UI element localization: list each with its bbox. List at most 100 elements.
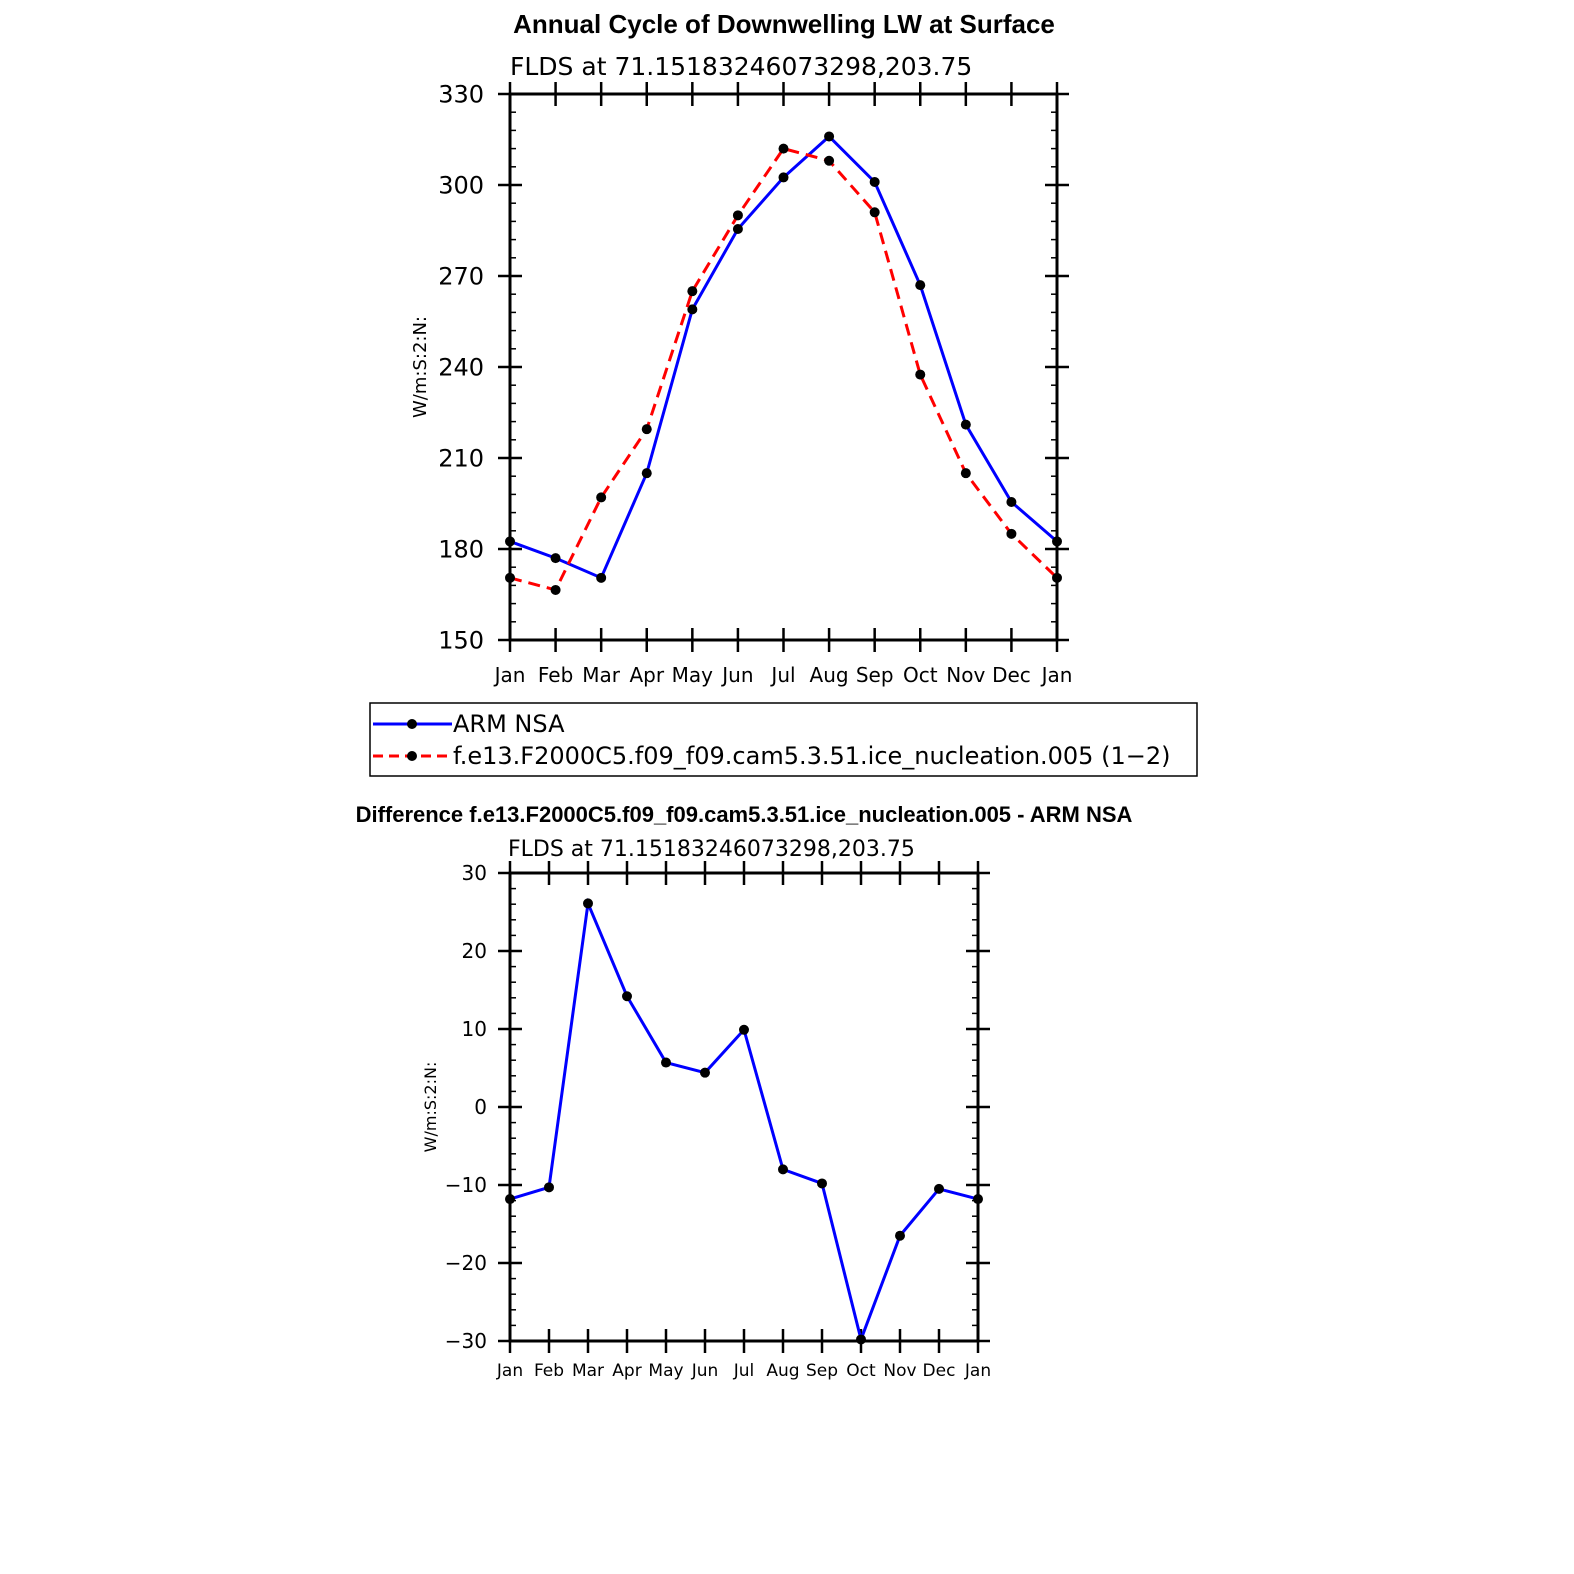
x-tick-label: Aug xyxy=(766,1361,799,1381)
x-tick-label: Nov xyxy=(946,663,985,687)
x-tick-label: Jul xyxy=(733,1361,755,1381)
series-0-point xyxy=(1052,536,1062,547)
x-tick-label: Sep xyxy=(806,1361,838,1381)
series-0-point xyxy=(856,1334,866,1345)
series-1-point xyxy=(824,155,835,166)
y-tick-label: 330 xyxy=(438,81,484,109)
series-0-point xyxy=(869,176,880,187)
difference-chart: Difference f.e13.F2000C5.f09_f09.cam5.3.… xyxy=(356,802,1133,1381)
x-tick-label: Feb xyxy=(538,663,573,687)
series-line-0 xyxy=(509,897,979,1345)
series-0-point xyxy=(895,1230,905,1241)
series-0-point xyxy=(596,572,607,583)
series-0-point xyxy=(732,223,743,234)
series-1-point xyxy=(778,143,789,154)
y-tick-label: 150 xyxy=(438,627,484,655)
series-0-point xyxy=(915,280,926,291)
series-0-point xyxy=(824,131,835,142)
series-1-point xyxy=(596,492,607,503)
y-tick-label: 180 xyxy=(438,536,484,564)
chart2-tick-labels: Jan Feb Mar Apr May Jun Jul Aug Sep Oct Nov Dec Jan−… xyxy=(445,861,991,1381)
legend-marker-model xyxy=(407,751,417,761)
x-tick-label: Mar xyxy=(572,1361,604,1381)
x-tick-label: Mar xyxy=(582,663,621,687)
y-tick-label: −10 xyxy=(445,1173,487,1197)
legend-marker-arm-nsa xyxy=(407,719,417,729)
x-tick-label: Aug xyxy=(810,663,849,687)
x-tick-label: Feb xyxy=(534,1361,564,1381)
legend-label-model: f.e13.F2000C5.f09_f09.cam5.3.51.ice_nucl… xyxy=(453,742,1170,770)
legend-box xyxy=(369,702,1198,777)
y-tick-label: 240 xyxy=(438,354,484,382)
y-tick-label: 210 xyxy=(438,445,484,473)
x-tick-label: Jun xyxy=(720,663,753,687)
x-tick-label: Apr xyxy=(612,1361,641,1381)
series-line-0 xyxy=(509,134,1058,580)
series-1-point xyxy=(1006,528,1017,539)
x-tick-label: Jun xyxy=(691,1361,719,1381)
series-1-point xyxy=(915,369,926,380)
series-1-point xyxy=(732,210,743,221)
chart1-subtitle: FLDS at 71.15183246073298,203.75 xyxy=(510,52,972,81)
series-0-point xyxy=(817,1178,827,1189)
x-tick-label: Jan xyxy=(964,1361,991,1381)
series-1-point xyxy=(960,468,971,479)
series-0-point xyxy=(544,1182,554,1193)
series-0-point xyxy=(641,468,652,479)
y-tick-label: −30 xyxy=(445,1329,487,1353)
chart2-ylabel: W/m:S:2:N: xyxy=(421,1062,440,1153)
x-tick-label: Oct xyxy=(903,663,938,687)
series-0-point xyxy=(778,1164,788,1175)
x-tick-label: Jan xyxy=(496,1361,523,1381)
y-tick-label: 270 xyxy=(438,263,484,291)
series-0-point xyxy=(622,991,632,1002)
chart2-ticks xyxy=(498,861,990,1353)
y-tick-label: −20 xyxy=(445,1251,487,1275)
series-0-point xyxy=(960,419,971,430)
series-1-point xyxy=(687,286,698,297)
chart2-subtitle: FLDS at 71.15183246073298,203.75 xyxy=(508,837,915,862)
chart1-tick-labels: Jan Feb Mar Apr May Jun Jul Aug Sep Oct Nov Dec Jan 1… xyxy=(438,81,1072,687)
series-1-point xyxy=(1052,572,1062,583)
series-1-point xyxy=(641,424,652,435)
series-0-point xyxy=(700,1067,710,1078)
x-tick-label: Jan xyxy=(1040,663,1073,687)
x-tick-label: Jul xyxy=(769,663,795,687)
x-tick-label: Dec xyxy=(923,1361,956,1381)
chart2-title: Difference f.e13.F2000C5.f09_f09.cam5.3.… xyxy=(356,802,1133,827)
series-0-point xyxy=(778,172,789,183)
annual-cycle-chart: Annual Cycle of Downwelling LW at Surfac… xyxy=(410,9,1072,687)
chart1-title: Annual Cycle of Downwelling LW at Surfac… xyxy=(513,9,1055,39)
x-tick-label: Apr xyxy=(629,663,664,687)
legend: ARM NSA f.e13.F2000C5.f09_f09.cam5.3.51.… xyxy=(369,702,1198,777)
x-tick-label: Sep xyxy=(856,663,894,687)
x-tick-label: May xyxy=(672,663,714,687)
chart1-series xyxy=(505,131,1062,595)
y-tick-label: 30 xyxy=(462,861,487,885)
x-tick-label: Oct xyxy=(846,1361,876,1381)
series-0-point xyxy=(583,898,593,909)
y-tick-label: 10 xyxy=(462,1017,487,1041)
chart1-ylabel: W/m:S:2:N: xyxy=(410,316,431,418)
y-tick-label: 20 xyxy=(462,939,487,963)
series-0-point xyxy=(505,1194,515,1205)
x-tick-label: Jan xyxy=(493,663,526,687)
series-0-point xyxy=(687,304,698,315)
series-0-point xyxy=(934,1183,944,1194)
chart2-series xyxy=(505,897,983,1345)
series-0-point xyxy=(505,536,515,547)
series-0-point xyxy=(1006,496,1017,507)
series-0-point xyxy=(661,1057,671,1068)
series-1-point xyxy=(550,584,561,595)
x-tick-label: Dec xyxy=(992,663,1031,687)
x-tick-label: Nov xyxy=(883,1361,916,1381)
y-tick-label: 300 xyxy=(438,172,484,200)
chart2-plot-frame xyxy=(508,871,980,1343)
series-0-point xyxy=(973,1194,983,1205)
series-0-point xyxy=(550,553,561,564)
series-line-1 xyxy=(509,146,1059,592)
series-1-point xyxy=(505,572,515,583)
y-tick-label: 0 xyxy=(474,1095,487,1119)
chart1-ticks xyxy=(498,82,1069,652)
